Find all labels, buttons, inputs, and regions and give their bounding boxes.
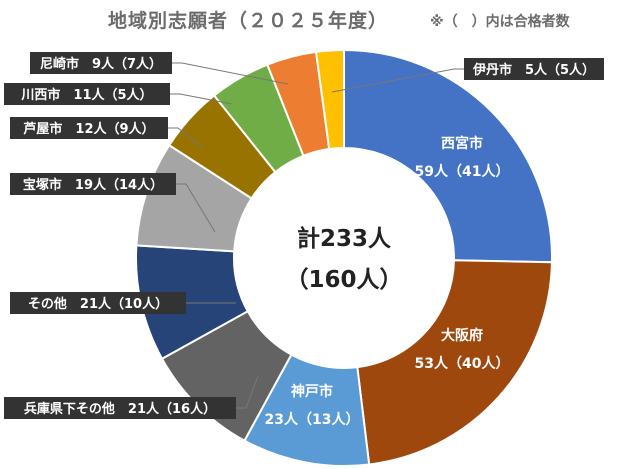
inside-labels: 西宮市 59人（41人） 大阪府 53人（40人） 神戸市 23人（13人） — [265, 135, 510, 428]
slice-name-label-2: 大阪府 — [441, 327, 483, 344]
label-box-6 — [10, 173, 176, 195]
slice-name-label-1: 西宮市 — [441, 135, 483, 152]
label-box-4 — [4, 397, 236, 419]
slice-label-5: その他 21人（10人） — [28, 296, 168, 312]
slice-2 — [356, 259, 553, 466]
leader-line-6 — [176, 183, 216, 233]
label-box-8 — [4, 83, 170, 105]
slice-name-label-3: 神戸市 — [291, 383, 333, 400]
label-box-9 — [30, 52, 172, 74]
slice-label-8: 川西市 11人（5人） — [20, 87, 152, 103]
slice-value-label-2: 53人（40人） — [415, 355, 510, 372]
slice-label-6: 宝塚市 19人（14人） — [23, 177, 163, 193]
leader-line-4 — [236, 375, 259, 409]
donut-slices — [135, 48, 553, 467]
leader-lines — [168, 62, 464, 409]
label-box-10 — [464, 58, 604, 80]
leader-line-9 — [172, 62, 289, 85]
label-box-5 — [10, 292, 186, 314]
leader-line-7 — [168, 127, 204, 149]
slice-label-7: 芦屋市 12人（9人） — [23, 121, 154, 137]
slice-value-label-1: 59人（41人） — [415, 163, 510, 180]
leader-line-8 — [170, 93, 233, 105]
center-passed-label: （160人） — [285, 266, 402, 293]
slice-label-10: 伊丹市 5人（5人） — [472, 62, 595, 78]
leader-line-10 — [331, 68, 464, 93]
center-total-label: 計233人 — [297, 225, 392, 252]
slice-label-4: 兵庫県下その他 21人（16人） — [24, 401, 216, 417]
chart-note: ※（ ）内は合格者数 — [430, 14, 570, 30]
outside-labels: 兵庫県下その他 21人（16人） その他 21人（10人） 宝塚市 19人（14人）… — [4, 52, 604, 419]
slice-10 — [314, 48, 345, 151]
slice-value-label-3: 23人（13人） — [265, 411, 360, 428]
slice-label-9: 尼崎市 9人（7人） — [40, 56, 162, 72]
chart-title: 地域別志願者（２０２５年度） — [108, 10, 389, 32]
label-box-7 — [10, 117, 168, 139]
